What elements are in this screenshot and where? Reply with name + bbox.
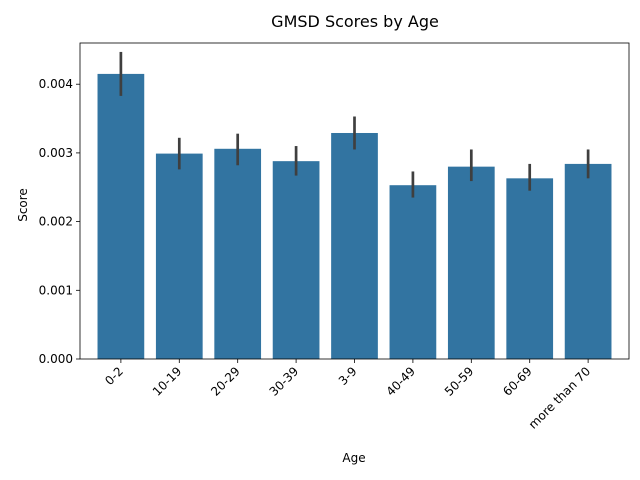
bar-8	[564, 163, 612, 359]
x-tick-label-4: 3-9	[336, 364, 360, 388]
y-tick-label-2: 0.002	[39, 215, 73, 229]
bar-7	[506, 178, 554, 359]
bar-1	[155, 153, 203, 359]
y-axis: 0.000 0.001 0.002 0.003 0.004	[39, 77, 80, 366]
plot-frame	[79, 42, 630, 360]
error-bars-layer	[119, 51, 590, 198]
x-tick-label-1: 10-19	[150, 364, 185, 399]
x-tick-label-6: 50-59	[442, 364, 477, 399]
y-axis-label: Score	[16, 188, 30, 222]
x-tick-label-5: 40-49	[383, 364, 418, 399]
bar-3	[272, 161, 320, 359]
x-tick-label-8: more than 70	[526, 364, 593, 431]
y-tick-label-3: 0.003	[39, 146, 73, 160]
x-axis-label: Age	[342, 451, 365, 465]
bars-layer	[97, 73, 612, 360]
bar-6	[447, 166, 495, 359]
y-tick-label-4: 0.004	[39, 77, 73, 91]
x-tick-label-7: 60-69	[500, 364, 535, 399]
bar-2	[214, 148, 262, 359]
y-tick-label-1: 0.001	[39, 283, 73, 297]
bar-4	[331, 132, 378, 359]
chart-title: GMSD Scores by Age	[271, 12, 439, 31]
x-tick-label-2: 20-29	[208, 364, 243, 399]
bar-5	[389, 185, 437, 359]
x-axis: 0-2 10-19 20-29 30-39 3-9 40-49 50-59 60-69more…	[102, 359, 593, 432]
x-tick-label-0: 0-2	[102, 364, 126, 388]
y-tick-label-0: 0.000	[39, 352, 73, 366]
bar-0	[97, 73, 145, 360]
x-tick-label-3: 30-39	[267, 364, 302, 399]
